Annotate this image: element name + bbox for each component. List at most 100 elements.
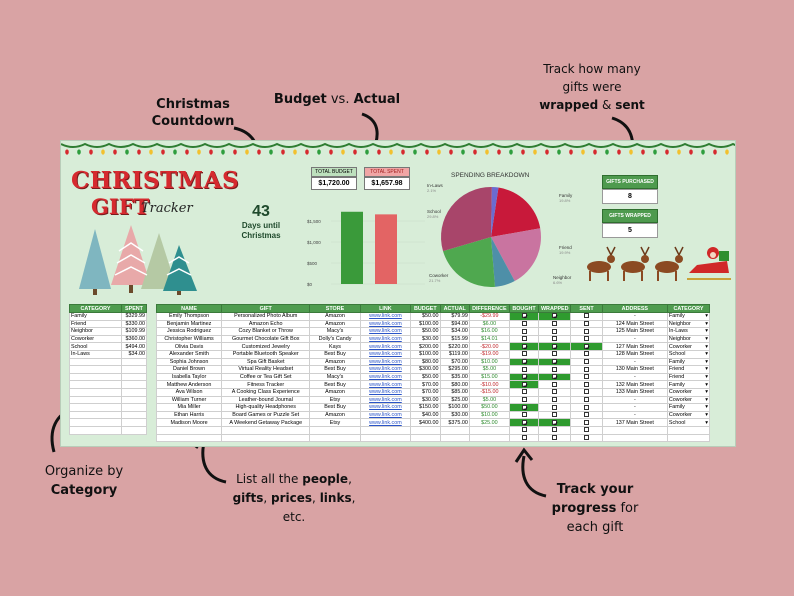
difference-cell[interactable]: $16.00 — [468, 327, 510, 336]
gift-cell[interactable]: Coffee or Tea Gift Set — [221, 372, 311, 382]
gift-link[interactable]: www.link.com — [369, 374, 402, 381]
address-cell[interactable]: - — [601, 357, 668, 367]
category-name-cell[interactable]: In-Laws — [69, 349, 122, 359]
actual-cell[interactable]: $85.00 — [439, 387, 470, 397]
actual-cell[interactable]: $220.00 — [439, 342, 470, 351]
empty-cell[interactable] — [410, 425, 441, 435]
difference-cell[interactable]: -$19.00 — [468, 349, 510, 359]
empty-cell[interactable] — [570, 425, 603, 435]
wrapped-checkbox[interactable] — [552, 381, 558, 387]
empty-checkbox[interactable] — [552, 427, 558, 433]
empty-cell[interactable] — [410, 433, 441, 443]
link-cell[interactable]: www.link.com — [359, 372, 412, 382]
link-cell[interactable]: www.link.com — [359, 387, 412, 397]
difference-cell[interactable]: $50.00 — [468, 403, 510, 412]
category-spent-cell[interactable] — [121, 387, 147, 397]
gift-link[interactable]: www.link.com — [369, 389, 402, 396]
gift-cell[interactable]: Portable Bluetooth Speaker — [221, 349, 311, 359]
sent-checkbox-cell[interactable] — [570, 349, 603, 359]
category-name-cell[interactable]: Coworker — [69, 334, 122, 344]
store-cell[interactable]: Macy's — [309, 372, 361, 382]
store-cell[interactable]: Amazon — [309, 312, 361, 321]
category-name-cell[interactable] — [69, 403, 122, 412]
sent-checkbox[interactable] — [584, 328, 590, 334]
category-select-cell[interactable]: Neighbor ▾ — [666, 334, 711, 344]
bought-checkbox-cell[interactable] — [508, 365, 540, 374]
bought-checkbox-cell[interactable] — [508, 380, 540, 389]
empty-cell[interactable] — [221, 433, 311, 443]
address-cell[interactable]: - — [601, 312, 668, 321]
link-cell[interactable]: www.link.com — [359, 357, 412, 367]
store-cell[interactable]: Amazon — [309, 387, 361, 397]
wrapped-checkbox-cell[interactable] — [538, 349, 572, 359]
budget-cell[interactable]: $80.00 — [410, 357, 441, 367]
empty-cell[interactable] — [570, 433, 603, 443]
sent-checkbox[interactable] — [584, 374, 590, 380]
empty-cell[interactable] — [538, 425, 572, 435]
gift-link[interactable]: www.link.com — [369, 343, 402, 350]
empty-cell[interactable] — [155, 425, 223, 435]
bought-checkbox[interactable] — [521, 313, 528, 319]
actual-cell[interactable]: $100.00 — [439, 403, 470, 412]
bought-checkbox-cell[interactable] — [508, 342, 540, 351]
gift-cell[interactable]: Personalized Photo Album — [221, 312, 311, 321]
name-cell[interactable]: Madison Moore — [155, 418, 223, 427]
name-cell[interactable]: Jessica Rodriguez — [155, 327, 223, 336]
wrapped-checkbox[interactable] — [552, 419, 558, 426]
bought-checkbox-cell[interactable] — [508, 334, 540, 344]
name-cell[interactable]: Ethan Harris — [155, 410, 223, 420]
dropdown-arrow-icon[interactable]: ▾ — [705, 358, 708, 365]
difference-cell[interactable]: $5.00 — [468, 365, 510, 374]
category-spent-cell[interactable] — [121, 403, 147, 412]
address-cell[interactable]: 128 Main Street — [601, 349, 668, 359]
bought-checkbox[interactable] — [521, 381, 528, 388]
actual-cell[interactable]: $30.00 — [439, 410, 470, 420]
empty-cell[interactable] — [508, 425, 540, 435]
name-cell[interactable]: Matthew Anderson — [155, 380, 223, 389]
sent-checkbox[interactable] — [584, 313, 590, 319]
dropdown-arrow-icon[interactable]: ▾ — [705, 336, 708, 343]
gift-link[interactable]: www.link.com — [369, 366, 402, 373]
category-select-cell[interactable]: Family ▾ — [666, 357, 711, 367]
category-select-cell[interactable]: Neighbor ▾ — [666, 319, 711, 329]
bought-checkbox-cell[interactable] — [508, 319, 540, 329]
budget-cell[interactable]: $200.00 — [410, 342, 441, 351]
link-cell[interactable]: www.link.com — [359, 418, 412, 427]
empty-cell[interactable] — [468, 433, 510, 443]
gift-cell[interactable]: A Weekend Getaway Package — [221, 418, 311, 427]
dropdown-arrow-icon[interactable]: ▾ — [705, 343, 708, 350]
category-spent-cell[interactable] — [121, 357, 147, 367]
bought-checkbox[interactable] — [521, 359, 528, 365]
bought-checkbox-cell[interactable] — [508, 403, 540, 412]
category-spent-cell[interactable]: $34.00 — [121, 349, 147, 359]
gift-link[interactable]: www.link.com — [369, 320, 402, 327]
category-spent-cell[interactable] — [121, 380, 147, 389]
bought-checkbox-cell[interactable] — [508, 312, 540, 321]
name-cell[interactable]: Olivia Davis — [155, 342, 223, 351]
empty-cell[interactable] — [601, 433, 668, 443]
category-name-cell[interactable]: Friend — [69, 319, 122, 329]
empty-cell[interactable] — [359, 433, 412, 443]
category-name-cell[interactable] — [69, 380, 122, 389]
wrapped-checkbox[interactable] — [552, 321, 558, 326]
sent-checkbox-cell[interactable] — [570, 380, 603, 389]
difference-cell[interactable]: -$10.00 — [468, 380, 510, 389]
link-cell[interactable]: www.link.com — [359, 312, 412, 321]
budget-cell[interactable]: $40.00 — [410, 410, 441, 420]
wrapped-checkbox[interactable] — [552, 389, 558, 395]
address-cell[interactable]: 125 Main Street — [601, 327, 668, 336]
empty-cell[interactable] — [508, 433, 540, 443]
sent-checkbox-cell[interactable] — [570, 410, 603, 420]
sent-checkbox[interactable] — [584, 343, 590, 350]
store-cell[interactable]: Best Buy — [309, 403, 361, 412]
address-cell[interactable]: 137 Main Street — [601, 418, 668, 427]
gift-link[interactable]: www.link.com — [369, 412, 402, 419]
bought-checkbox-cell[interactable] — [508, 349, 540, 359]
gift-link[interactable]: www.link.com — [369, 336, 402, 343]
gift-cell[interactable]: Fitness Tracker — [221, 380, 311, 389]
name-cell[interactable]: Daniel Brown — [155, 365, 223, 374]
dropdown-arrow-icon[interactable]: ▾ — [705, 351, 708, 358]
link-cell[interactable]: www.link.com — [359, 319, 412, 329]
difference-cell[interactable]: $14.01 — [468, 334, 510, 344]
sent-checkbox[interactable] — [584, 321, 590, 326]
